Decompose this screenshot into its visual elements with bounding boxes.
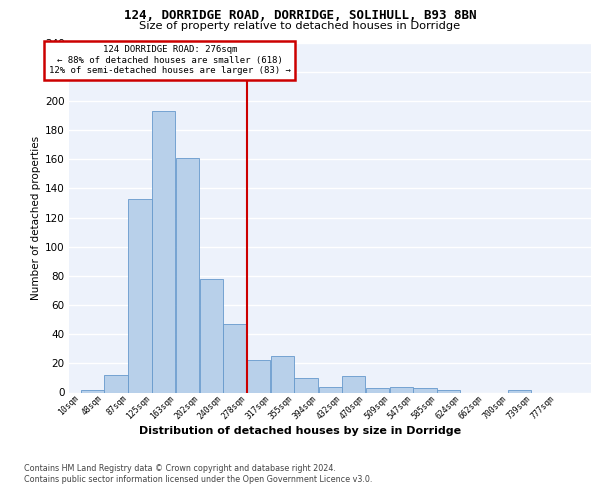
Bar xyxy=(390,386,413,392)
Bar xyxy=(152,111,175,392)
Bar xyxy=(200,279,223,392)
Text: 124, DORRIDGE ROAD, DORRIDGE, SOLIHULL, B93 8BN: 124, DORRIDGE ROAD, DORRIDGE, SOLIHULL, … xyxy=(124,9,476,22)
Bar xyxy=(81,390,104,392)
Bar xyxy=(437,390,460,392)
Bar xyxy=(342,376,365,392)
Text: Contains HM Land Registry data © Crown copyright and database right 2024.: Contains HM Land Registry data © Crown c… xyxy=(24,464,336,473)
Bar xyxy=(247,360,270,392)
Bar xyxy=(413,388,437,392)
Bar xyxy=(176,158,199,392)
Bar xyxy=(365,388,389,392)
Text: Distribution of detached houses by size in Dorridge: Distribution of detached houses by size … xyxy=(139,426,461,436)
Text: Contains public sector information licensed under the Open Government Licence v3: Contains public sector information licen… xyxy=(24,475,373,484)
Bar xyxy=(508,390,531,392)
Bar xyxy=(128,198,152,392)
Bar xyxy=(295,378,317,392)
Bar xyxy=(271,356,294,393)
Y-axis label: Number of detached properties: Number of detached properties xyxy=(31,136,41,300)
Bar xyxy=(104,375,128,392)
Text: 124 DORRIDGE ROAD: 276sqm
← 88% of detached houses are smaller (618)
12% of semi: 124 DORRIDGE ROAD: 276sqm ← 88% of detac… xyxy=(49,46,291,75)
Bar xyxy=(223,324,247,392)
Bar xyxy=(319,386,342,392)
Text: Size of property relative to detached houses in Dorridge: Size of property relative to detached ho… xyxy=(139,21,461,31)
